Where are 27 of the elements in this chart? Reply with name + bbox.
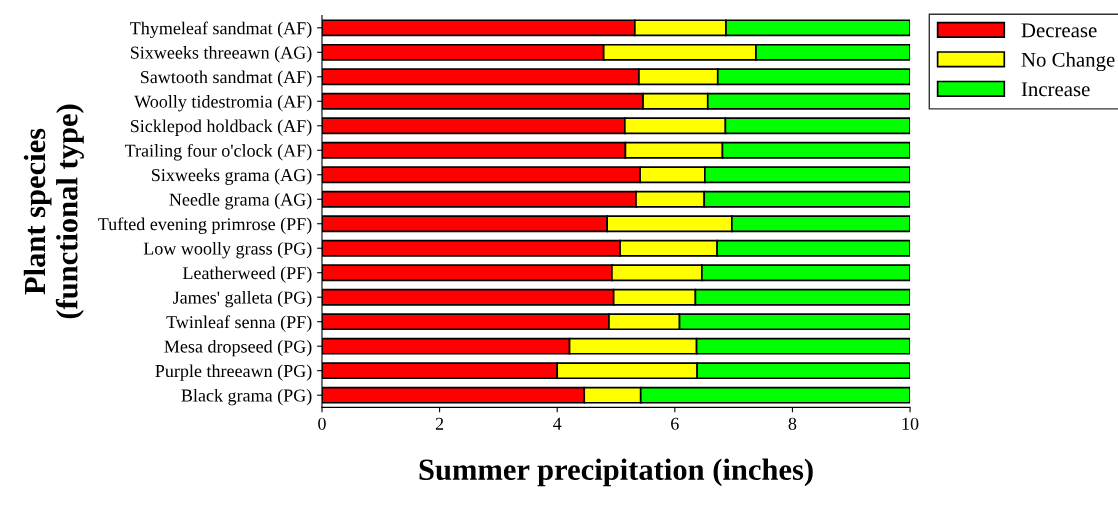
x-axis-title: Summer precipitation (inches) — [419, 458, 813, 487]
y-tick-label: Woolly tidestromia (AF) — [134, 95, 312, 112]
y-tick-label: Thymeleaf sandmat (AF) — [130, 21, 312, 39]
x-tick-label: 2 — [435, 417, 444, 430]
y-axis-title: Plant species (functional type) — [23, 104, 84, 319]
y-tick-label: Twinleaf senna (PF) — [166, 315, 312, 332]
y-tick-label: Sixweeks threeawn (AG) — [130, 46, 312, 63]
y-tick-label: Needle grama (AG) — [169, 192, 312, 210]
y-tick-label: Purple threeawn (PG) — [155, 364, 312, 381]
y-tick-label: Sicklepod holdback (AF) — [130, 119, 312, 136]
x-tick-label: 10 — [902, 417, 919, 430]
x-tick-label: 8 — [788, 417, 797, 430]
x-tick-label: 6 — [671, 417, 679, 430]
y-tick-label: Black grama (PG) — [181, 388, 312, 406]
y-tick-label: Trailing four o'clock (AF) — [124, 143, 312, 161]
x-tick-label: 4 — [553, 417, 562, 430]
y-tick-label: Tufted evening primrose (PF) — [98, 217, 312, 234]
y-tick-label: Leatherweed (PF) — [182, 266, 312, 283]
y-tick-label: Sawtooth sandmat (AF) — [140, 70, 312, 87]
legend-label: No Change — [1021, 52, 1115, 72]
y-tick-label: James' galleta (PG) — [173, 290, 312, 308]
x-tick-label: 0 — [318, 417, 326, 430]
y-tick-label: Mesa dropseed (PG) — [164, 339, 312, 357]
legend-label: Increase — [1021, 82, 1090, 97]
legend-label: Decrease — [1021, 23, 1097, 38]
y-tick-label: Sixweeks grama (AG) — [152, 168, 312, 185]
y-tick-label: Low woolly grass (PG) — [143, 241, 312, 259]
